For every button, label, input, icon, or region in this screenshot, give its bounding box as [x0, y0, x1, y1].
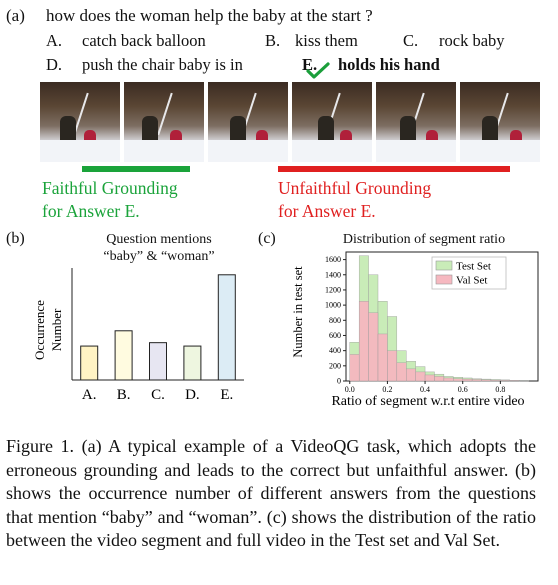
- video-frame: [376, 82, 456, 162]
- histogram-bar: [406, 368, 416, 382]
- tick-label: D.: [185, 387, 200, 403]
- histogram-bar: [500, 380, 510, 382]
- option-e-text: holds his hand: [338, 55, 440, 74]
- panel-b-plot: A. B. C. D. E.: [71, 268, 244, 403]
- panel-b-label: (b): [6, 230, 25, 247]
- histogram-bar: [377, 333, 388, 382]
- legend-entry: Test Set: [456, 261, 491, 273]
- faithful-label-answer: for Answer E.: [42, 201, 140, 221]
- y-tick-label: 400: [329, 346, 341, 355]
- bar: [114, 330, 133, 381]
- x-tick-label: 0.0: [345, 385, 355, 394]
- option-b-letter: B.: [265, 31, 281, 50]
- x-tick-label: 0.4: [420, 385, 430, 394]
- panel-c-plot: 0 200 400 600 800 1000 1200 1400 1600 0.0 0.2 0.4 0.…: [325, 251, 539, 394]
- x-tick-label: 0.2: [382, 385, 392, 394]
- faithful-label: Faithful Grounding: [42, 178, 178, 198]
- x-tick-label: 0.8: [495, 385, 505, 394]
- unfaithful-label: Unfaithful Grounding: [278, 178, 432, 198]
- histogram-bar: [481, 379, 492, 382]
- option-c-letter: C.: [403, 31, 419, 50]
- bar: [80, 345, 99, 381]
- histogram-bar: [415, 371, 426, 382]
- y-tick-label: 1200: [325, 285, 341, 294]
- bar: [183, 345, 202, 381]
- bar: [149, 342, 167, 381]
- panel-c-title: Distribution of segment ratio: [342, 232, 506, 247]
- video-frame: [40, 82, 120, 162]
- panel-b-ylabel-line2: Number: [49, 308, 64, 351]
- option-d-text: push the chair baby is in: [82, 55, 243, 74]
- histogram-bar: [490, 379, 501, 382]
- y-tick-label: 1000: [325, 301, 341, 310]
- legend-swatch: [435, 260, 453, 271]
- panel-b-title: Question mentions: [106, 232, 212, 247]
- segment-ratio-histogram: Number in test set Ratio of segment w.r.…: [291, 251, 539, 409]
- histogram-bar: [349, 354, 360, 382]
- histogram-bar: [358, 301, 369, 382]
- y-tick-label: 600: [329, 331, 341, 340]
- video-frame: [124, 82, 204, 162]
- tick-label: A.: [82, 387, 97, 403]
- option-d-letter: D.: [46, 55, 63, 74]
- histogram-bar: [462, 378, 473, 382]
- y-tick-label: 1400: [325, 270, 341, 279]
- option-a-letter: A.: [46, 31, 63, 50]
- unfaithful-grounding-bar: [278, 166, 510, 172]
- histogram-bar: [434, 376, 445, 382]
- histogram-bar: [509, 380, 520, 382]
- panel-b-ylabel: Occurrence: [32, 300, 47, 360]
- histogram-bar: [424, 374, 435, 382]
- histogram-bar: [396, 362, 407, 382]
- legend-swatch: [435, 274, 453, 285]
- panel-b-title-line2: “baby” & “woman”: [103, 249, 215, 264]
- y-tick-label: 800: [329, 316, 341, 325]
- y-tick-label: 0: [337, 377, 341, 386]
- panel-c-label: (c): [258, 230, 276, 247]
- figure-caption: Figure 1. (a) A typical example of a Vid…: [6, 436, 536, 550]
- option-b-text: kiss them: [295, 31, 358, 50]
- tick-label: B.: [117, 387, 131, 403]
- video-frame: [460, 82, 540, 162]
- option-e-letter: E.: [302, 55, 318, 74]
- histogram-bar: [387, 350, 398, 382]
- option-a-text: catch back balloon: [82, 31, 206, 50]
- x-tick-label: 0.6: [458, 385, 468, 394]
- bar: [217, 274, 236, 381]
- unfaithful-label-answer: for Answer E.: [278, 201, 376, 221]
- y-tick-label: 1600: [325, 255, 341, 264]
- faithful-grounding-bar: [82, 166, 190, 172]
- video-frame: [292, 82, 372, 162]
- check-mark-icon: [306, 62, 330, 79]
- histogram-bar: [443, 377, 454, 382]
- y-tick-label: 200: [329, 361, 341, 370]
- histogram-bar: [368, 312, 379, 382]
- tick-label: C.: [151, 387, 165, 403]
- panel-c-ylabel: Number in test set: [291, 266, 305, 358]
- tick-label: E.: [220, 387, 233, 403]
- video-frame: [208, 82, 288, 162]
- legend-entry: Val Set: [456, 275, 487, 287]
- histogram-bar: [471, 379, 482, 382]
- histogram-bar: [453, 378, 463, 382]
- answer-occurrence-chart: Occurrence Number A. B. C. D. E.: [32, 268, 244, 403]
- option-c-text: rock baby: [439, 31, 505, 50]
- panel-a-label: (a): [6, 6, 25, 25]
- panel-c-xlabel: Ratio of segment w.r.t entire video: [331, 394, 524, 409]
- question-text: how does the woman help the baby at the …: [46, 6, 373, 25]
